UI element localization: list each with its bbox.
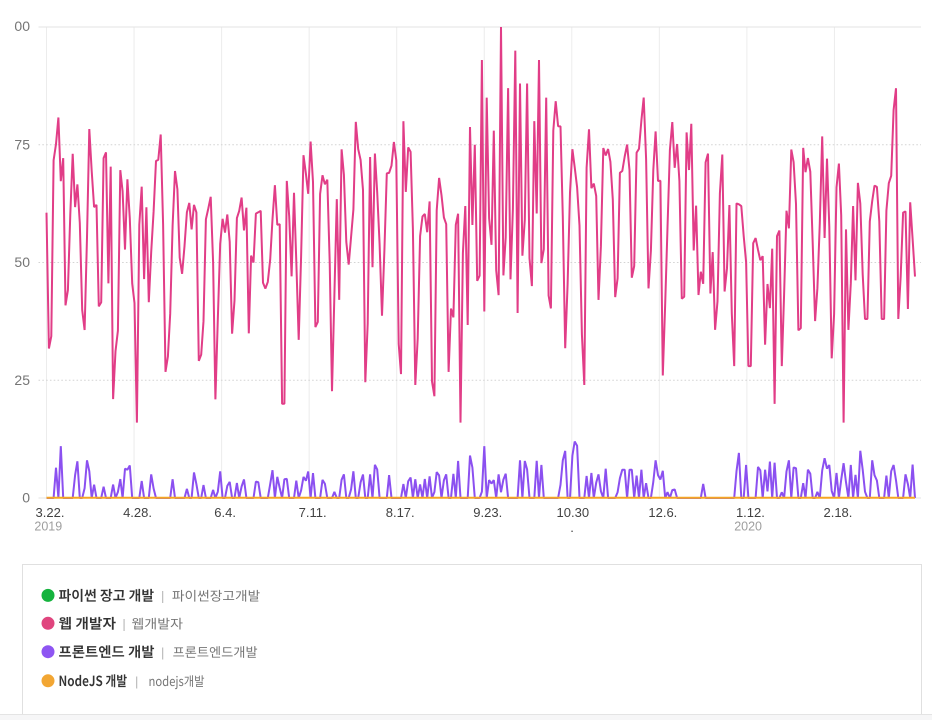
svg-text:0: 0 — [22, 490, 30, 506]
svg-text:.: . — [570, 520, 574, 535]
svg-text:6.4.: 6.4. — [214, 505, 236, 520]
svg-text:3.22.: 3.22. — [36, 505, 65, 520]
svg-text:75: 75 — [14, 136, 30, 152]
svg-text:1.12.: 1.12. — [736, 505, 765, 520]
svg-text:10.30: 10.30 — [557, 505, 590, 520]
svg-text:25: 25 — [14, 372, 30, 388]
svg-text:2019: 2019 — [34, 520, 62, 534]
svg-text:00: 00 — [14, 18, 30, 34]
svg-text:|: | — [161, 589, 164, 604]
svg-text:2020: 2020 — [734, 520, 762, 534]
svg-text:50: 50 — [14, 254, 30, 270]
svg-text:|: | — [161, 645, 164, 660]
svg-text:7.11.: 7.11. — [299, 505, 327, 520]
svg-text:2.18.: 2.18. — [823, 505, 852, 520]
svg-text:|: | — [135, 674, 138, 689]
svg-text:4.28.: 4.28. — [123, 505, 152, 520]
svg-text:|: | — [122, 617, 125, 632]
svg-text:9.23.: 9.23. — [473, 505, 502, 520]
svg-text:12.6.: 12.6. — [648, 505, 677, 520]
svg-text:8.17.: 8.17. — [386, 505, 415, 520]
